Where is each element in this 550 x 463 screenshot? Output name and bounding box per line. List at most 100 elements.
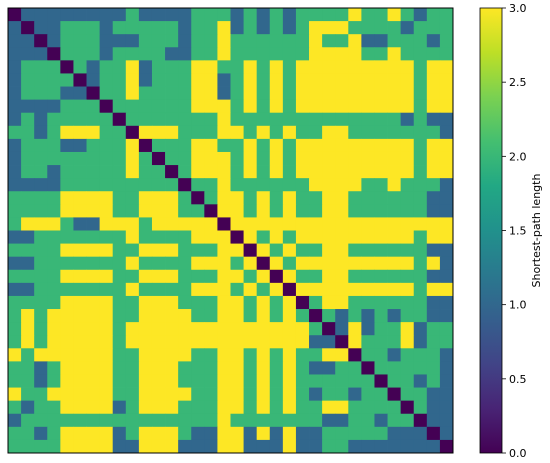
heatmap-cell xyxy=(400,413,415,428)
heatmap-cell xyxy=(400,47,415,61)
heatmap-cell xyxy=(335,34,349,48)
heatmap-cell xyxy=(295,34,310,48)
heatmap-cell xyxy=(309,426,323,441)
heatmap-cell xyxy=(426,34,441,48)
heatmap-cell xyxy=(387,374,402,388)
heatmap-cell xyxy=(361,204,375,218)
heatmap-cell xyxy=(400,60,415,74)
heatmap-cell xyxy=(335,374,349,388)
colorbar-tick-label: 2.0 xyxy=(509,150,527,163)
heatmap-cell xyxy=(230,125,244,140)
heatmap-cell xyxy=(361,439,375,454)
heatmap-cell xyxy=(295,413,310,428)
heatmap-cell xyxy=(322,426,336,441)
heatmap-cell xyxy=(387,322,402,336)
heatmap-cell xyxy=(309,335,323,349)
heatmap-cell xyxy=(165,256,179,271)
heatmap-cell xyxy=(426,112,441,127)
heatmap-cell xyxy=(60,439,74,454)
heatmap-cell xyxy=(86,282,101,297)
heatmap-cell xyxy=(8,151,22,166)
heatmap-cell xyxy=(243,151,258,166)
heatmap-cell xyxy=(282,178,297,192)
heatmap-cell xyxy=(322,243,336,258)
colorbar-tick-label: 0.5 xyxy=(509,373,527,386)
heatmap-cell xyxy=(86,191,101,205)
heatmap-cell xyxy=(47,413,61,428)
heatmap-cell xyxy=(73,400,87,415)
heatmap-cell xyxy=(138,60,153,74)
heatmap-cell xyxy=(60,322,74,336)
heatmap-cell xyxy=(282,269,297,284)
heatmap-cell xyxy=(282,8,297,22)
heatmap-cell xyxy=(151,47,166,61)
heatmap-cell xyxy=(282,73,297,87)
heatmap-cell xyxy=(256,191,271,205)
heatmap-cell xyxy=(99,439,114,454)
heatmap-cell xyxy=(8,256,22,271)
heatmap-cell xyxy=(178,282,192,297)
heatmap-cell xyxy=(348,125,362,140)
heatmap-cell xyxy=(178,73,192,87)
heatmap-cell xyxy=(295,243,310,258)
heatmap-cell xyxy=(309,138,323,153)
heatmap-cell xyxy=(8,60,22,74)
heatmap-cell xyxy=(387,138,402,153)
heatmap-cell xyxy=(125,282,140,297)
heatmap-cell xyxy=(243,204,258,218)
heatmap-cell xyxy=(151,217,166,231)
heatmap-cell xyxy=(151,86,166,101)
heatmap-cell xyxy=(309,165,323,179)
heatmap-cell xyxy=(8,230,22,244)
heatmap-cell xyxy=(73,217,87,231)
heatmap-cell xyxy=(86,309,101,323)
heatmap-cell xyxy=(282,374,297,388)
heatmap-cell xyxy=(99,335,114,349)
heatmap-cell xyxy=(8,21,22,35)
heatmap-cell xyxy=(217,60,231,74)
heatmap-cell xyxy=(60,256,74,271)
heatmap-cell xyxy=(439,73,454,87)
heatmap-cell xyxy=(335,138,349,153)
heatmap-cell xyxy=(191,361,205,375)
heatmap-cell xyxy=(387,361,402,375)
heatmap-cell xyxy=(125,426,140,441)
heatmap-cell xyxy=(374,361,388,375)
heatmap-cell xyxy=(204,138,218,153)
heatmap-cell xyxy=(125,21,140,35)
heatmap-cell xyxy=(295,374,310,388)
heatmap-cell xyxy=(178,413,192,428)
heatmap-cell xyxy=(112,47,127,61)
heatmap-cell xyxy=(8,348,22,362)
heatmap-frame xyxy=(7,7,454,454)
heatmap-cell xyxy=(400,204,415,218)
heatmap-cell xyxy=(243,309,258,323)
heatmap-cell xyxy=(243,112,258,127)
heatmap-cell xyxy=(178,374,192,388)
heatmap-cell xyxy=(243,8,258,22)
heatmap-cell xyxy=(295,99,310,114)
heatmap-cell xyxy=(21,151,35,166)
heatmap-cell xyxy=(400,335,415,349)
heatmap-cell xyxy=(426,21,441,35)
heatmap-cell xyxy=(191,400,205,415)
heatmap-cell xyxy=(47,8,61,22)
heatmap-cell xyxy=(413,34,428,48)
heatmap-cell xyxy=(282,387,297,402)
heatmap-cell xyxy=(86,348,101,362)
heatmap-cell xyxy=(361,309,375,323)
heatmap-cell xyxy=(73,230,87,244)
heatmap-cell xyxy=(295,426,310,441)
heatmap-cell xyxy=(322,374,336,388)
heatmap-cell xyxy=(256,387,271,402)
heatmap-cell xyxy=(439,112,454,127)
heatmap-cell xyxy=(295,256,310,271)
heatmap-cell xyxy=(125,34,140,48)
heatmap-cell xyxy=(374,309,388,323)
heatmap-cell xyxy=(309,295,323,310)
heatmap-cell xyxy=(348,86,362,101)
heatmap-cell xyxy=(99,374,114,388)
heatmap-cell xyxy=(426,86,441,101)
heatmap-cell xyxy=(439,47,454,61)
heatmap-cell xyxy=(73,60,87,74)
